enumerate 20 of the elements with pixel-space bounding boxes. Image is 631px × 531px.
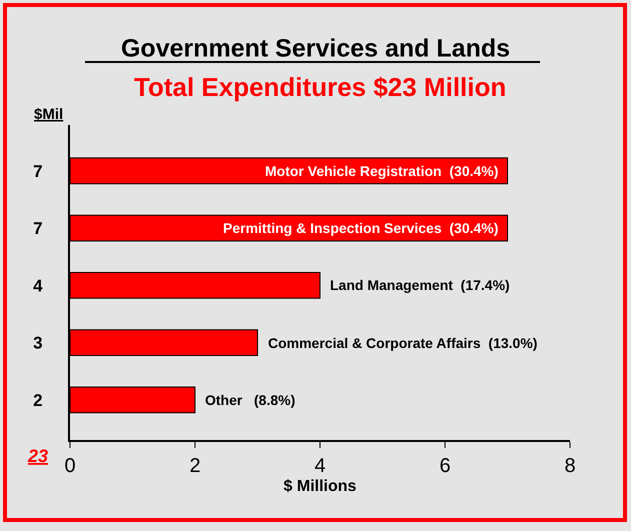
y-tick-label: Commercial & Corporate Affairs (13.0%) bbox=[268, 335, 538, 351]
x-axis-title: $ Millions bbox=[284, 478, 357, 496]
x-tick-label: 0 bbox=[64, 455, 76, 477]
chart-title: Government Services and Lands bbox=[120, 34, 510, 63]
y-tick-label: Permitting & Inspection Services (30.4%) bbox=[223, 220, 498, 236]
data-label: 3 bbox=[33, 334, 43, 353]
y-tick-label: Motor Vehicle Registration (30.4%) bbox=[265, 163, 498, 179]
x-tick-label: 4 bbox=[314, 455, 326, 477]
data-label: 2 bbox=[33, 390, 43, 410]
x-tick-label: 6 bbox=[439, 455, 451, 477]
x-tick-label: 2 bbox=[189, 455, 201, 477]
x-tick-label: 8 bbox=[564, 455, 576, 477]
y-tick-label: Land Management (17.4%) bbox=[330, 277, 510, 293]
y-tick-label: Other (8.8%) bbox=[205, 392, 296, 408]
data-label: 7 bbox=[33, 219, 43, 238]
text: $Mil bbox=[34, 106, 64, 123]
data-label: 7 bbox=[33, 162, 43, 181]
chart-subtitle: Total Expenditures $23 Million bbox=[134, 72, 506, 102]
text: 23 bbox=[27, 446, 48, 466]
data-label: 4 bbox=[33, 276, 44, 296]
